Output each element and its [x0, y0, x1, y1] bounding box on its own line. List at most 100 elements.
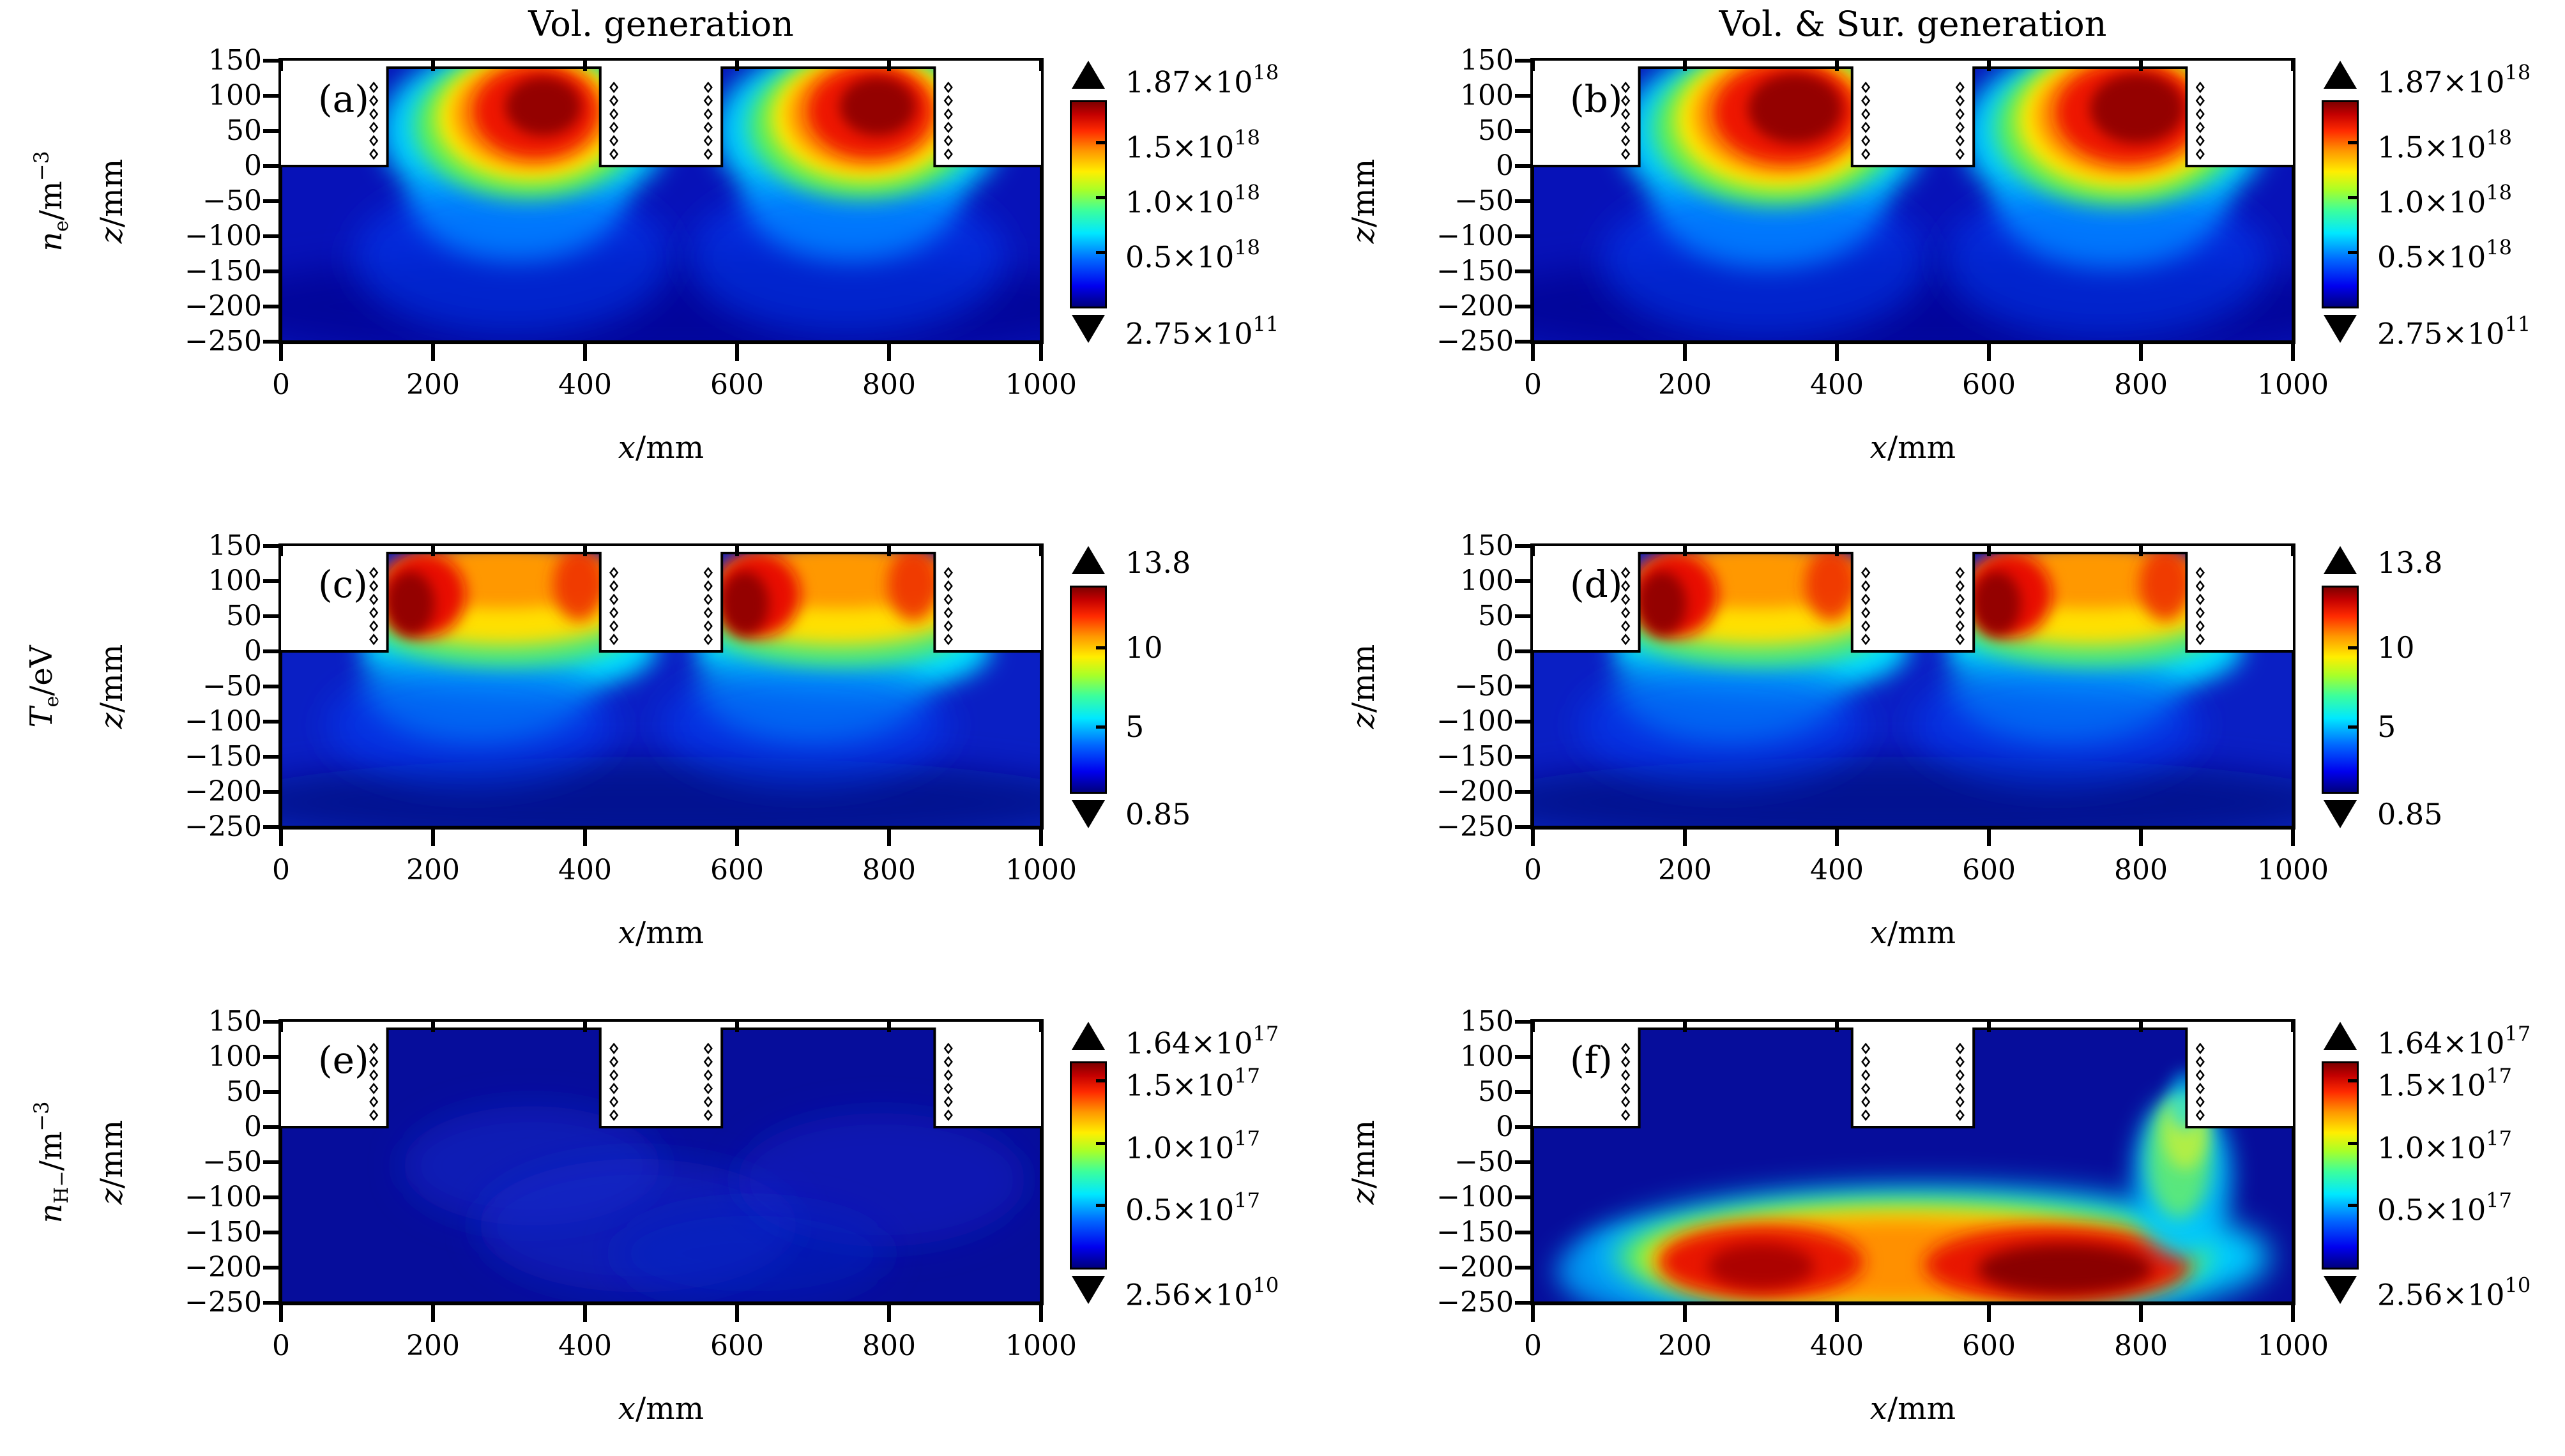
y-tick-label: −200	[185, 775, 262, 808]
contour-field	[281, 1028, 1041, 1303]
x-tick	[431, 344, 435, 361]
panel-letter: (e)	[318, 1038, 369, 1082]
x-tick	[2139, 344, 2143, 361]
x-tick-inner-top	[2291, 546, 2295, 556]
y-tick-label: −150	[185, 1216, 262, 1248]
colorbar-tick-label: 1.5×1017	[2377, 1063, 2512, 1103]
x-tick-inner-top	[583, 61, 587, 71]
colorbar-min-label: 0.85	[1125, 797, 1191, 831]
colorbar-max-arrow-icon	[1072, 61, 1105, 89]
y-tick	[263, 649, 281, 653]
y-tick-label: 50	[1478, 114, 1514, 147]
x-axis-label: x/mm	[618, 1391, 704, 1427]
x-tick	[583, 1305, 587, 1322]
coil-markers-icon	[369, 81, 953, 160]
x-tick-label: 0	[272, 1330, 290, 1362]
colorbar-tick	[2348, 1204, 2357, 1208]
colorbar-min-arrow-icon	[1072, 315, 1105, 343]
y-tick	[1515, 544, 1533, 548]
y-tick-label: 0	[1496, 149, 1514, 182]
x-tick-inner-top	[1987, 61, 1991, 71]
y-tick-label: 150	[1460, 529, 1514, 562]
y-tick-label: −250	[185, 810, 262, 843]
x-tick	[279, 344, 283, 361]
x-tick-label: 600	[1962, 1330, 2016, 1362]
colorbar-max-arrow-icon	[2324, 61, 2357, 89]
x-tick-label: 200	[1658, 1330, 1712, 1362]
y-tick	[263, 1266, 281, 1270]
y-tick	[1515, 199, 1533, 203]
y-tick-label: 0	[244, 149, 262, 182]
x-tick	[735, 344, 739, 361]
y-tick-label: −50	[1454, 1146, 1514, 1178]
colorbar-tick-label: 5	[1125, 709, 1145, 744]
y-tick	[1515, 59, 1533, 63]
y-tick	[1515, 1266, 1533, 1270]
y-tick	[263, 234, 281, 238]
y-tick	[263, 164, 281, 168]
y-tick	[263, 614, 281, 618]
colorbar-min-arrow-icon	[2324, 315, 2357, 343]
y-tick-label: 0	[244, 1111, 262, 1143]
x-tick-label: 600	[710, 854, 764, 886]
x-tick-inner-top	[1987, 1022, 1991, 1032]
x-tick	[1531, 1305, 1535, 1322]
x-tick-inner-top	[431, 546, 435, 556]
y-tick	[1515, 1160, 1533, 1164]
column-title: Vol. generation	[528, 4, 794, 44]
colorbar-min-arrow-icon	[2324, 1276, 2357, 1304]
y-tick	[1515, 1301, 1533, 1305]
y-tick-label: −150	[1436, 1216, 1514, 1248]
colorbar-tick	[2348, 646, 2357, 649]
y-tick-label: −100	[185, 220, 262, 252]
x-tick-inner-top	[735, 1022, 739, 1032]
x-tick	[735, 1305, 739, 1322]
y-tick	[1515, 1090, 1533, 1094]
y-tick-label: −250	[185, 325, 262, 358]
y-tick-label: −150	[1436, 740, 1514, 773]
y-tick-label: −150	[185, 740, 262, 773]
y-tick-label: 150	[208, 529, 262, 562]
colorbar-tick-label: 10	[1125, 630, 1163, 665]
contour-plot	[1530, 58, 2295, 344]
x-tick-inner-top	[1039, 1022, 1043, 1032]
colorbar-max-label: 1.64×1017	[2377, 1021, 2531, 1061]
colorbar-max-label: 1.87×1018	[2377, 60, 2531, 100]
x-tick-inner-top	[1835, 61, 1839, 71]
y-tick-label: −100	[1436, 705, 1514, 738]
y-tick-label: −100	[185, 1181, 262, 1213]
y-tick-label: −200	[185, 1251, 262, 1284]
y-tick-label: −100	[1436, 1181, 1514, 1213]
x-tick-label: 800	[862, 854, 916, 886]
x-tick	[1683, 344, 1687, 361]
column-title: Vol. & Sur. generation	[1719, 4, 2107, 44]
y-tick	[263, 1055, 281, 1059]
panel-letter: (a)	[318, 77, 369, 121]
coil-markers-icon	[1621, 1042, 2205, 1121]
y-tick	[1515, 825, 1533, 829]
colorbar-min-arrow-icon	[1072, 1276, 1105, 1304]
x-tick-label: 200	[406, 368, 460, 401]
contour-field	[1533, 66, 2293, 342]
y-tick-label: −100	[185, 705, 262, 738]
x-tick	[2139, 1305, 2143, 1322]
x-tick	[1835, 830, 1839, 846]
y-tick-label: −250	[1436, 325, 1514, 358]
colorbar-min-label: 0.85	[2377, 797, 2443, 831]
y-tick-label: −250	[185, 1286, 262, 1319]
y-tick-label: −150	[1436, 255, 1514, 287]
x-tick-inner-top	[1683, 546, 1687, 556]
x-tick	[1987, 830, 1991, 846]
colorbar-tick-label: 1.0×1018	[1125, 180, 1260, 220]
x-tick	[1835, 344, 1839, 361]
x-axis-label: x/mm	[1869, 430, 1956, 466]
x-tick-inner-top	[2139, 1022, 2143, 1032]
y-tick-label: −250	[1436, 810, 1514, 843]
colorbar-tick	[1096, 250, 1105, 254]
x-tick-label: 0	[1524, 368, 1542, 401]
x-tick	[1683, 830, 1687, 846]
y-tick-label: −200	[185, 290, 262, 322]
x-tick-inner-top	[431, 1022, 435, 1032]
contour-field	[281, 66, 1041, 342]
